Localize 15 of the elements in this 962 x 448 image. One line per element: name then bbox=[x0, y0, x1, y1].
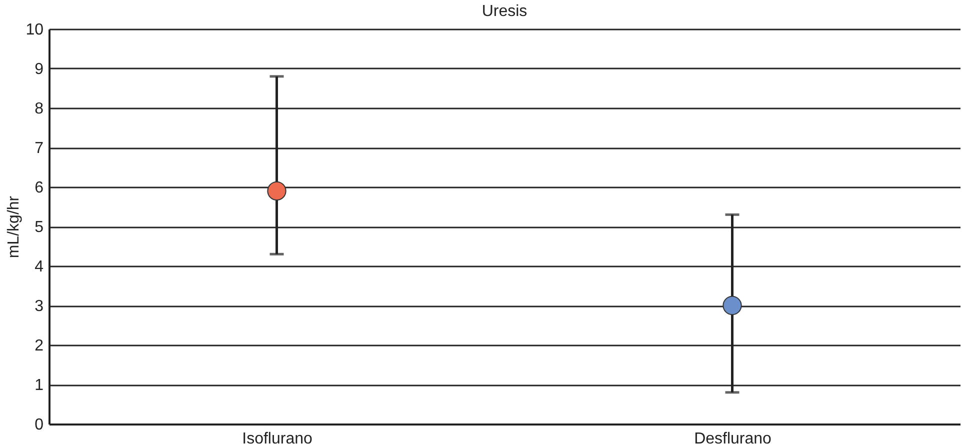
x-tick-label: Desflurano bbox=[694, 430, 772, 448]
y-tick-label: 1 bbox=[34, 377, 44, 394]
y-tick-label: 9 bbox=[34, 61, 44, 78]
y-tick-label: 5 bbox=[34, 219, 44, 236]
y-axis-title: mL/kg/hr bbox=[6, 195, 23, 258]
y-tick-label: 6 bbox=[34, 180, 44, 196]
y-tick-label: 0 bbox=[34, 416, 44, 434]
y-tick-label: 7 bbox=[34, 140, 44, 157]
y-tick-label: 8 bbox=[34, 100, 44, 118]
y-tick-label: 2 bbox=[34, 338, 44, 354]
y-tick-label: 4 bbox=[34, 258, 44, 276]
chart-title: Uresis bbox=[482, 3, 528, 20]
x-tick-label: Isoflurano bbox=[242, 430, 312, 448]
y-tick-label: 10 bbox=[26, 22, 44, 38]
y-tick-label: 3 bbox=[34, 298, 44, 315]
